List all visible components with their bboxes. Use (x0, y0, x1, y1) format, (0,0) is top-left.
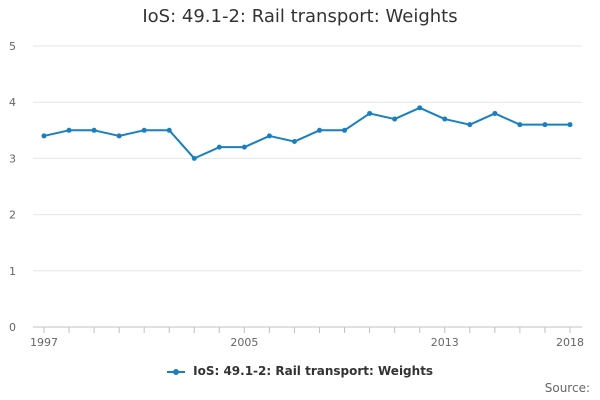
y-tick-label-1: 1 (9, 265, 16, 278)
data-point-2006[interactable] (266, 133, 272, 139)
data-point-2004[interactable] (216, 144, 222, 150)
data-point-2003[interactable] (191, 155, 197, 161)
legend-label: IoS: 49.1-2: Rail transport: Weights (193, 364, 434, 378)
series-line-0 (43, 106, 570, 160)
data-point-2018[interactable] (567, 122, 573, 128)
y-tick-label-4: 4 (9, 96, 16, 109)
legend[interactable]: IoS: 49.1-2: Rail transport: Weights (0, 364, 600, 378)
data-point-1997[interactable] (41, 133, 47, 139)
y-tick-label-2: 2 (9, 209, 16, 222)
data-point-2010[interactable] (367, 110, 373, 116)
data-point-2005[interactable] (241, 144, 247, 150)
x-axis (33, 326, 582, 333)
source-credit[interactable]: Source: (544, 381, 590, 395)
x-tick-label-2005: 2005 (230, 336, 258, 349)
data-point-2013[interactable] (442, 116, 448, 122)
x-tick-label-2018: 2018 (556, 336, 584, 349)
y-tick-labels: 0 1 2 3 4 5 (9, 40, 16, 334)
data-point-2002[interactable] (166, 127, 172, 133)
data-point-2014[interactable] (467, 122, 473, 128)
data-point-2007[interactable] (291, 139, 297, 145)
y-tick-label-5: 5 (9, 40, 16, 53)
data-point-2017[interactable] (542, 122, 548, 128)
data-point-2000[interactable] (116, 133, 122, 139)
y-tick-label-0: 0 (9, 321, 16, 334)
data-point-2009[interactable] (342, 127, 348, 133)
data-point-2001[interactable] (141, 127, 147, 133)
data-point-1999[interactable] (91, 127, 97, 133)
data-point-2012[interactable] (417, 105, 423, 111)
x-tick-labels: 1997 2005 2013 2018 (30, 336, 584, 349)
data-point-2011[interactable] (392, 116, 398, 122)
x-tick-label-2013: 2013 (431, 336, 459, 349)
legend-swatch-icon (166, 368, 185, 375)
data-point-2008[interactable] (317, 127, 323, 133)
grid-lines (33, 45, 582, 272)
y-tick-label-3: 3 (9, 152, 16, 165)
data-point-2015[interactable] (492, 110, 498, 116)
x-tick-label-1997: 1997 (30, 336, 58, 349)
series-layer (41, 105, 573, 161)
chart-title: IoS: 49.1-2: Rail transport: Weights (142, 6, 458, 27)
data-point-1998[interactable] (66, 127, 72, 133)
data-point-2016[interactable] (517, 122, 523, 128)
